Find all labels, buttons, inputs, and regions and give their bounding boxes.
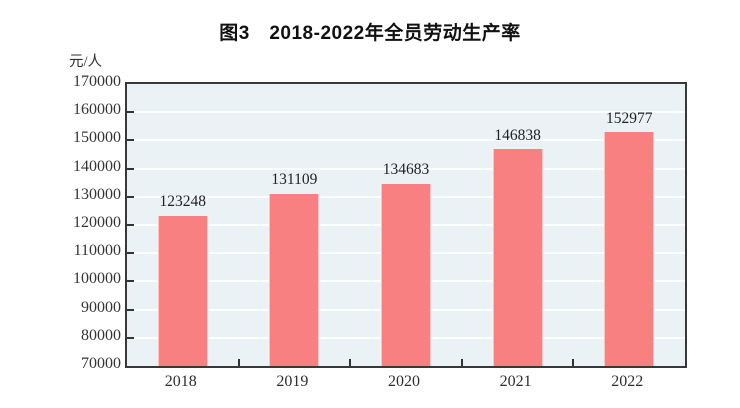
y-tick-mark [127, 195, 134, 198]
y-axis-tick-label: 150000 [73, 129, 121, 147]
bar [269, 193, 320, 366]
chart-title: 图3 2018-2022年全员劳动生产率 [219, 23, 521, 44]
x-axis-tick-label: 2018 [164, 373, 197, 390]
y-tick-mark [127, 252, 134, 255]
y-axis-tick-label: 170000 [73, 73, 121, 90]
y-axis-tick-label: 90000 [81, 298, 121, 316]
bar-value-label: 152977 [605, 109, 653, 127]
y-axis-tick-label: 100000 [73, 270, 121, 288]
bar [157, 215, 208, 366]
y-axis-tick-label: 70000 [81, 355, 121, 372]
x-tick-mark [460, 359, 463, 366]
y-tick-mark [127, 224, 134, 226]
y-axis-unit-label: 元/人 [68, 54, 102, 70]
bar [604, 132, 655, 366]
bar [492, 149, 543, 366]
bar-value-label: 123248 [159, 193, 207, 211]
y-axis-tick-label: 110000 [73, 242, 121, 260]
y-axis-tick-label: 80000 [81, 326, 121, 344]
y-tick-mark [127, 336, 134, 339]
gridline [127, 139, 685, 142]
x-axis-tick-label: 2019 [276, 373, 309, 390]
y-tick-mark [127, 139, 134, 142]
gridline [127, 111, 685, 114]
y-tick-mark [127, 111, 134, 114]
bar [381, 183, 431, 366]
y-axis-tick-label: 140000 [73, 157, 121, 175]
y-axis-tick-label: 160000 [73, 101, 121, 119]
y-axis-tick-labels: 70000 80000 90000 100000 110000 120000 130000 1… [0, 74, 121, 372]
gridline [127, 167, 685, 170]
x-tick-mark [349, 359, 352, 366]
x-axis-tick-label: 2021 [499, 373, 532, 390]
bar-value-label: 146838 [494, 126, 541, 144]
x-axis-tick-label: 2020 [388, 373, 420, 390]
x-tick-mark [237, 359, 240, 366]
y-axis-tick-label: 130000 [73, 185, 121, 203]
x-axis-tick-label: 2022 [611, 373, 644, 390]
x-tick-mark [572, 359, 575, 366]
plot-area: 123248 131109 134683 146838 152977 [125, 82, 687, 368]
y-tick-mark [127, 280, 134, 283]
bar-value-label: 131109 [271, 171, 318, 189]
x-axis-tick-labels: 2018 2019 2020 2021 2022 [125, 374, 687, 396]
y-tick-mark [127, 308, 134, 311]
bar-value-label: 134683 [382, 161, 430, 179]
y-axis-tick-label: 120000 [73, 214, 121, 231]
y-tick-mark [127, 167, 134, 170]
